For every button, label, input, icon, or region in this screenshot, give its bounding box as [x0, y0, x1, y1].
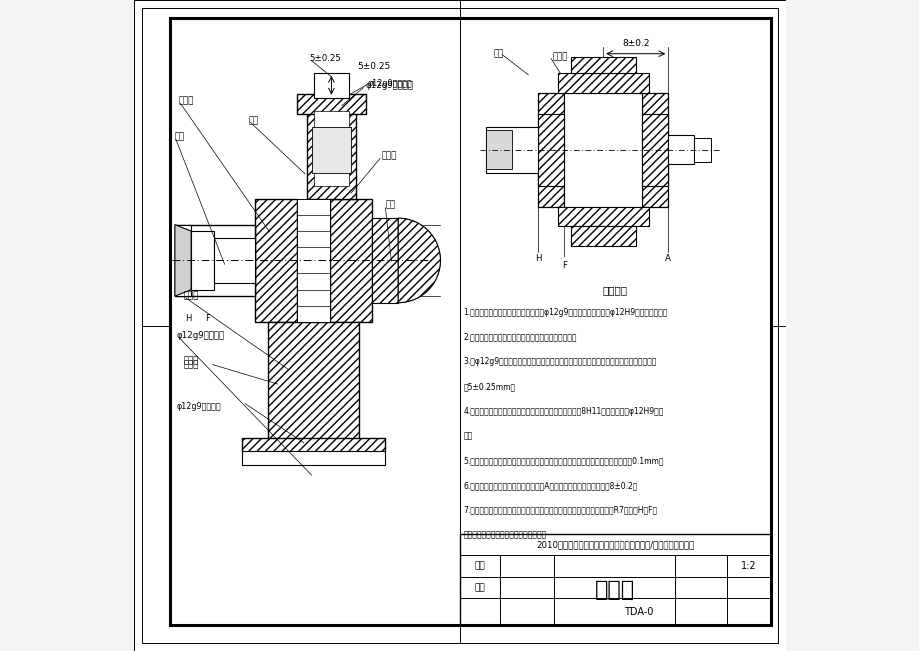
Text: 8±0.2: 8±0.2: [621, 39, 649, 48]
Text: 5.上盖板梅花形凸台与下基座梅花形四槽应相互配合做保证尺寸，上下装配间隙为0.1mm。: 5.上盖板梅花形凸台与下基座梅花形四槽应相互配合做保证尺寸，上下装配间隙为0.1…: [463, 456, 663, 465]
Text: 上盖板: 上盖板: [381, 152, 397, 161]
Bar: [485, 127, 538, 173]
Bar: [297, 199, 329, 322]
Text: φ12g9定位销１: φ12g9定位销１: [365, 81, 414, 90]
Bar: [242, 451, 385, 465]
Text: 技术要求: 技术要求: [602, 284, 627, 295]
Text: 1.当所有零件按装配图组装好后，两个φ12g9定位销应能够插入到φ12H9孔中，并贯通。: 1.当所有零件按装配图组装好后，两个φ12g9定位销应能够插入到φ12H9孔中，…: [463, 308, 667, 317]
Text: φ12g9定位销１: φ12g9定位销１: [368, 79, 412, 88]
Text: 的圆周同时与凸轮套接触，检测接触点。: 的圆周同时与凸轮套接触，检测接触点。: [463, 531, 546, 540]
Text: 下基座: 下基座: [183, 292, 199, 301]
Text: 装配图: 装配图: [594, 580, 634, 600]
Bar: [694, 137, 709, 161]
Wedge shape: [398, 218, 440, 303]
Text: TDA-0: TDA-0: [624, 607, 653, 616]
Bar: [313, 111, 349, 186]
Text: φ12g9定位销２: φ12g9定位销２: [176, 402, 221, 411]
Bar: [191, 231, 214, 290]
Bar: [460, 534, 770, 625]
Text: φ12g9定位销２: φ12g9定位销２: [176, 331, 224, 340]
Bar: [214, 238, 255, 283]
Bar: [255, 199, 297, 322]
Bar: [175, 225, 191, 296]
Bar: [563, 93, 641, 207]
Text: 下基座: 下基座: [183, 357, 199, 366]
Text: 制图: 制图: [474, 562, 485, 570]
Text: 凸轮套: 凸轮套: [551, 53, 567, 62]
Bar: [242, 438, 385, 452]
Text: 芜轴: 芜轴: [494, 49, 504, 58]
Text: 芜轴: 芜轴: [175, 132, 185, 141]
Bar: [570, 226, 635, 245]
Bar: [538, 93, 563, 207]
Bar: [667, 135, 694, 164]
Text: 5±0.25: 5±0.25: [357, 62, 391, 71]
Text: H: H: [534, 255, 540, 263]
Bar: [267, 322, 358, 439]
Text: F: F: [561, 261, 566, 270]
Text: A: A: [664, 255, 671, 263]
Bar: [538, 114, 563, 186]
Text: 凸轮套: 凸轮套: [178, 96, 194, 105]
Bar: [175, 225, 255, 296]
Text: 5±0.25: 5±0.25: [309, 54, 340, 63]
Bar: [297, 94, 365, 114]
Text: 3.将φ12g9定位销取出，转动凸轮套，通过凸轮套端面上的源圆槽推动滑块最大可外移量: 3.将φ12g9定位销取出，转动凸轮套，通过凸轮套端面上的源圆槽推动滑块最大可外…: [463, 357, 656, 367]
Text: 螺母: 螺母: [385, 201, 395, 210]
Bar: [641, 114, 667, 186]
Bar: [313, 73, 349, 98]
Bar: [557, 73, 648, 92]
Bar: [570, 57, 635, 73]
Bar: [641, 93, 667, 207]
Text: F: F: [205, 314, 210, 324]
Text: 6.芜轴和凸轮套装配后应保证凸轮套的A面与芜轴上的槽的一边尺寸为8±0.2。: 6.芜轴和凸轮套装配后应保证凸轮套的A面与芜轴上的槽的一边尺寸为8±0.2。: [463, 481, 637, 490]
Text: 为5±0.25mm。: 为5±0.25mm。: [463, 382, 515, 391]
Bar: [312, 127, 350, 173]
Text: 校核: 校核: [474, 583, 485, 592]
Bar: [557, 207, 648, 227]
Text: 滑块: 滑块: [248, 116, 258, 125]
Bar: [485, 130, 512, 169]
Text: 下基座: 下基座: [183, 360, 199, 369]
Bar: [371, 218, 398, 303]
Text: 4.下基座和滑块装配在一起时应形成完整的曲线槽，保证8H11，同时保证两φ12H9的孔: 4.下基座和滑块装配在一起时应形成完整的曲线槽，保证8H11，同时保证两φ12H…: [463, 407, 663, 416]
Text: 距。: 距。: [463, 432, 472, 441]
Text: 7.将红丹粉涂在凸轮套内锥面上，将芜轴装入套内并转动，保证芜轴上两R7圆弧的H和F点: 7.将红丹粉涂在凸轮套内锥面上，将芜轴装入套内并转动，保证芜轴上两R7圆弧的H和…: [463, 506, 657, 515]
Text: 1:2: 1:2: [741, 561, 756, 571]
Text: 2.在装配后，凸轮套在圆四槽中应旋转灵活并不晃动。: 2.在装配后，凸轮套在圆四槽中应旋转灵活并不晃动。: [463, 333, 576, 342]
Text: 2010河北省中等职业学校学生技能比赛数控车/加工中心竞赛试题: 2010河北省中等职业学校学生技能比赛数控车/加工中心竞赛试题: [536, 540, 694, 549]
Bar: [307, 98, 356, 199]
Polygon shape: [175, 225, 191, 296]
Text: H: H: [185, 314, 191, 324]
Bar: [329, 199, 371, 322]
